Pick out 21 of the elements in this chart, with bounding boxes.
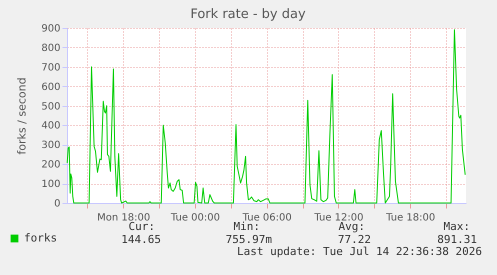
text: 144.65	[121, 233, 161, 246]
x-tick-label: Tue 18:00	[385, 212, 436, 224]
text: 891.31	[437, 233, 477, 246]
y-tick-label: 400	[41, 120, 60, 132]
y-tick-label: 300	[41, 140, 60, 152]
y-tick-label: 200	[41, 160, 60, 171]
legend-label: forks	[24, 232, 58, 244]
x-tick-label: Tue 00:00	[170, 212, 220, 224]
y-tick-label: 900	[41, 24, 60, 34]
y-axis-title: forks / second	[15, 77, 28, 155]
text: 77.22	[338, 233, 371, 246]
y-tick-label: 0	[54, 198, 60, 210]
y-tick-label: 600	[41, 82, 60, 93]
y-tick-label: 700	[41, 62, 60, 74]
text: 755.97m	[226, 233, 272, 246]
y-tick-label: 500	[41, 101, 60, 112]
chart-title: Fork rate - by day	[190, 7, 306, 22]
text: Last update: Tue Jul 14 22:36:38 2026	[236, 245, 482, 258]
y-tick-label: 800	[41, 42, 60, 54]
y-tick-label: 100	[41, 179, 60, 190]
text: Max:	[444, 220, 470, 233]
